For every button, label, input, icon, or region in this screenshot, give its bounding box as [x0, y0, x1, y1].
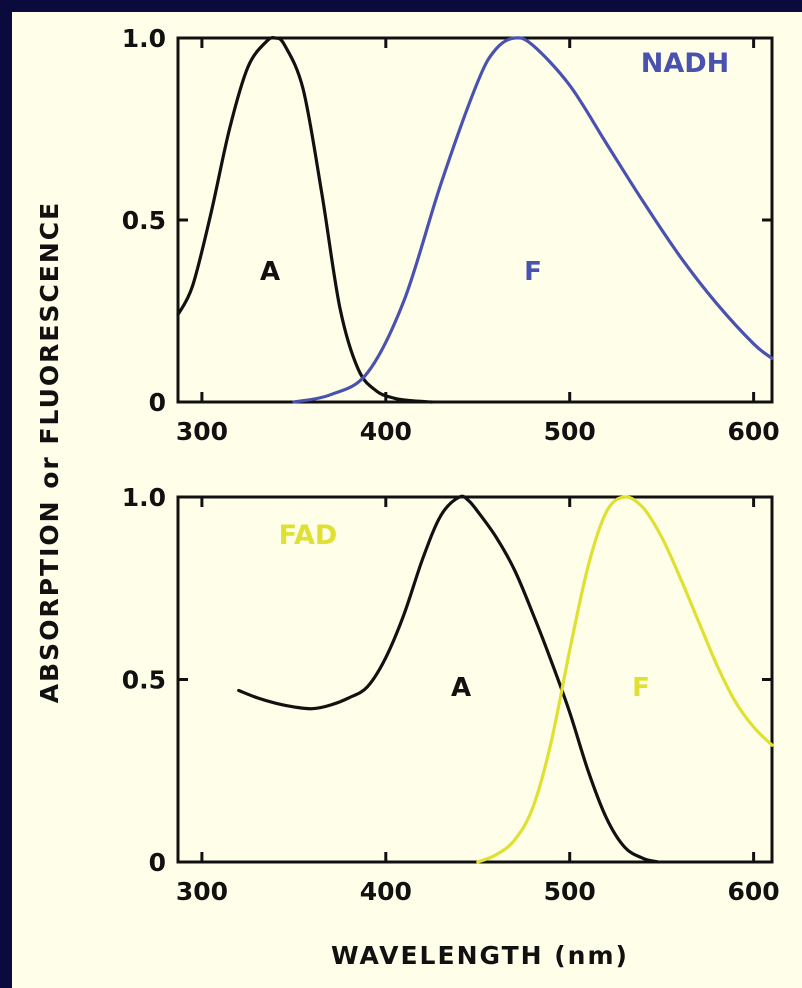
nadh-y-tick-label: 0.5: [122, 206, 166, 235]
fad-absorption-label: A: [451, 673, 471, 703]
fad-x-tick-label: 400: [360, 877, 412, 906]
fad-absorption-curve: [237, 494, 660, 864]
fad-x-tick-label: 600: [728, 877, 780, 906]
nadh-panel-title: NADH: [641, 48, 730, 79]
nadh-fluorescence-label: F: [524, 257, 542, 287]
nadh-y-tick-label: 1.0: [122, 24, 166, 53]
fad-fluorescence-label: F: [632, 673, 650, 703]
nadh-x-tick-label: 300: [176, 417, 228, 446]
nadh-fluorescence-curve: [292, 36, 774, 404]
figure-panel: [12, 12, 802, 988]
nadh-y-tick-label: 0: [149, 388, 166, 417]
x-axis-title: WAVELENGTH (nm): [331, 941, 629, 970]
nadh-panel: NADH A F 300 400 500 600 0 0.5 1.0: [122, 24, 780, 446]
fad-y-tick-label: 1.0: [122, 483, 166, 512]
fad-axes-frame: [176, 495, 774, 864]
fad-panel-title: FAD: [279, 520, 338, 551]
fad-panel: FAD A F 300 400 500 600 0 0.5 1.0: [122, 483, 780, 906]
fad-x-tick-label: 500: [544, 877, 596, 906]
fad-x-tick-label: 300: [176, 877, 228, 906]
nadh-x-tick-label: 400: [360, 417, 412, 446]
nadh-x-tick-label: 500: [544, 417, 596, 446]
fad-y-tick-label: 0: [149, 848, 166, 877]
y-axis-title: ABSORPTION or FLUORESCENCE: [35, 201, 64, 703]
nadh-x-tick-label: 600: [728, 417, 780, 446]
fad-fluorescence-curve: [476, 495, 774, 864]
fad-y-tick-label: 0.5: [122, 666, 166, 695]
nadh-absorption-label: A: [260, 257, 280, 287]
nadh-absorption-curve: [176, 36, 434, 404]
